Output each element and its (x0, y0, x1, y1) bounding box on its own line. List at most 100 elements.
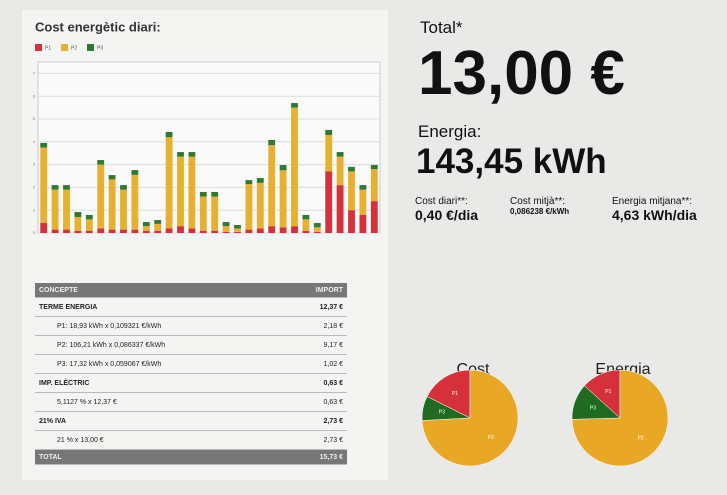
table-cell: P2: 106,21 kWh x 0,086337 €/kWh (35, 336, 282, 355)
stat-value: 0,40 €/dia (415, 207, 478, 223)
bar-segment (120, 230, 127, 233)
bar-segment (359, 190, 366, 215)
bar-segment (131, 170, 138, 175)
table-cell: 2,18 € (282, 317, 347, 336)
bar-segment (325, 171, 332, 233)
bar-segment (325, 130, 332, 135)
footer-cell: TOTAL (35, 450, 282, 465)
bar-segment (188, 157, 195, 229)
bar-segment (234, 232, 241, 233)
stat-label: Energia mitjana**: (612, 196, 697, 207)
slice-label: P3 (439, 409, 445, 415)
legend-label: P3 (97, 45, 103, 51)
bar-segment (211, 192, 218, 197)
bar-segment (280, 165, 287, 170)
chart-title: Cost energètic diari: (35, 19, 161, 34)
bar-segment (109, 179, 116, 229)
bar-segment (314, 232, 321, 233)
bar-segment (120, 185, 127, 190)
slice-label: P2 (488, 435, 494, 441)
table-cell: 21% IVA (35, 412, 282, 431)
legend-label: P2 (71, 45, 77, 51)
bar-segment (63, 190, 70, 230)
table-row: 21% IVA2,73 € (35, 412, 347, 431)
bar-segment (86, 219, 93, 230)
bar-segment (40, 143, 47, 148)
bar-segment (143, 222, 150, 226)
bar-segment (109, 175, 116, 179)
bar-segment (166, 228, 173, 233)
bar-segment (337, 152, 344, 157)
bar-segment (154, 224, 161, 231)
bar-segment (74, 212, 81, 217)
table-row: 5,1127 % x 12,37 €0,63 € (35, 393, 347, 412)
bar-segment (245, 180, 252, 184)
bar-segment (302, 215, 309, 219)
bar-segment (109, 230, 116, 233)
bar-segment (257, 183, 264, 229)
slice-label: P1 (605, 389, 611, 395)
energy-label: Energia: (418, 122, 481, 142)
bar-segment (291, 226, 298, 233)
bar-segment (280, 170, 287, 227)
bar-segment (245, 184, 252, 230)
bar-segment (234, 228, 241, 231)
bar-segment (52, 185, 59, 190)
bar-segment (302, 219, 309, 230)
table-cell: IMP. ELÈCTRIC (35, 374, 282, 393)
bar-segment (325, 135, 332, 171)
table-row: P1: 18,93 kWh x 0,109321 €/kWh2,18 € (35, 317, 347, 336)
stat-value: 0,086238 €/kWh (510, 207, 569, 216)
table-cell: 12,37 € (282, 298, 347, 317)
bar-segment (74, 231, 81, 233)
bar-segment (211, 231, 218, 233)
bar-segment (223, 232, 230, 233)
table-cell: 5,1127 % x 12,37 € (35, 393, 282, 412)
table-cell: 0,63 € (282, 393, 347, 412)
stat: Cost mitjà**:0,086238 €/kWh (510, 196, 569, 216)
bar-segment (337, 185, 344, 233)
bar-segment (291, 103, 298, 108)
bar-segment (52, 230, 59, 233)
table-header: CONCEPTEIMPORT (35, 283, 347, 298)
stat: Energia mitjana**:4,63 kWh/dia (612, 196, 697, 223)
legend-swatch (87, 44, 94, 51)
bar-segment (177, 226, 184, 233)
bar-segment (291, 108, 298, 227)
bar-segment (188, 152, 195, 157)
bar-segment (97, 165, 104, 229)
bar-segment (40, 148, 47, 223)
table-cell: P1: 18,93 kWh x 0,109321 €/kWh (35, 317, 282, 336)
table-row: P3: 17,32 kWh x 0,059067 €/kWh1,02 € (35, 355, 347, 374)
table-cell: 21 % x 13,00 € (35, 431, 282, 450)
bar-segment (314, 223, 321, 227)
bar-segment (302, 231, 309, 233)
bar-segment (40, 223, 47, 233)
slice-label: P1 (452, 391, 458, 397)
bar-segment (131, 175, 138, 230)
total-value: 13,00 € (418, 38, 625, 109)
bar-segment (268, 226, 275, 233)
legend-swatch (61, 44, 68, 51)
header-cell: CONCEPTE (35, 283, 282, 298)
bar-segment (177, 157, 184, 227)
bar-segment (154, 220, 161, 224)
bar-segment (371, 165, 378, 169)
bar-segment (223, 226, 230, 232)
bar-segment (52, 190, 59, 230)
bar-segment (257, 178, 264, 183)
bar-segment (280, 227, 287, 233)
bar-segment (63, 230, 70, 233)
bar-segment (143, 226, 150, 231)
bar-segment (245, 230, 252, 233)
stat: Cost diari**:0,40 €/dia (415, 196, 478, 223)
bar-segment (314, 227, 321, 232)
legend-label: P1 (45, 45, 51, 51)
table-cell: TERME ENERGIA (35, 298, 282, 317)
table-cell: 0,63 € (282, 374, 347, 393)
bar-segment (166, 137, 173, 228)
table-cell: P3: 17,32 kWh x 0,059067 €/kWh (35, 355, 282, 374)
